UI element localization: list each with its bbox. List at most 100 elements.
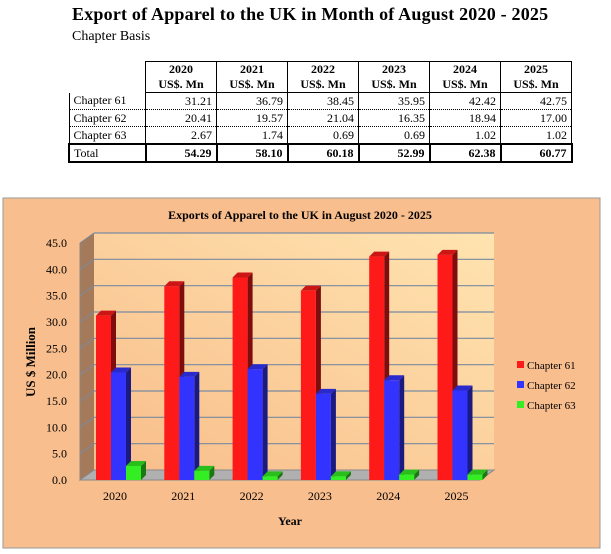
table-row: Total 54.29 58.10 60.18 52.99 62.38 60.77: [68, 143, 573, 163]
gridline-side: [79, 390, 95, 402]
bar-side: [141, 460, 146, 480]
bar-chapter-63: [399, 474, 415, 480]
page-subtitle: Chapter Basis: [72, 29, 151, 44]
cell-value: 21.04: [287, 109, 359, 127]
column-header-2024: 2024 US$. Mn: [429, 61, 501, 93]
cell-value: 17.00: [500, 109, 572, 127]
cell-value: 35.95: [358, 92, 430, 110]
legend-swatch: [517, 401, 524, 408]
bar-top: [126, 460, 146, 466]
page-title: Export of Apparel to the UK in Month of …: [72, 4, 549, 24]
legend-label: Chapter 63: [527, 400, 576, 412]
cell-value: 1.74: [216, 126, 288, 145]
bar-chapter-61: [164, 286, 180, 480]
y-axis-title: US $ Million: [23, 326, 38, 397]
bar-top: [452, 385, 473, 391]
legend-label: Chapter 61: [527, 360, 576, 372]
bar-side: [126, 367, 131, 480]
bar-top: [315, 388, 336, 394]
y-tick-label: 0.0: [52, 473, 67, 487]
x-tick-label: 2022: [240, 489, 264, 503]
y-tick-label: 35.0: [46, 289, 67, 303]
x-tick-label: 2020: [103, 489, 127, 503]
cell-value: 0.69: [287, 126, 359, 145]
bar-chapter-62: [452, 390, 468, 480]
bar-top: [164, 281, 185, 287]
bar-top: [262, 471, 283, 477]
bar-chart: Exports of Apparel to the UK in August 2…: [2, 197, 601, 549]
side-wall: [80, 233, 94, 480]
x-tick-label: 2023: [308, 489, 332, 503]
bar-top: [111, 367, 131, 373]
x-tick-label: 2024: [376, 489, 400, 503]
gridline-side: [79, 258, 95, 270]
table-row: Chapter 63 2.67 1.74 0.69 0.69 1.02 1.02: [68, 126, 572, 145]
gridline-side: [79, 443, 95, 455]
y-tick-label: 20.0: [46, 368, 67, 382]
bar-chapter-61: [369, 256, 385, 480]
y-tick-label: 10.0: [46, 420, 67, 434]
gridline-side: [79, 311, 95, 323]
blank-header: [69, 62, 146, 93]
bar-chapter-61: [232, 277, 248, 480]
y-tick-label: 45.0: [46, 236, 67, 250]
cell-value: 58.10: [215, 143, 289, 163]
cell-value: 1.02: [429, 126, 501, 145]
bar-top: [194, 465, 215, 471]
gridline-side: [79, 416, 95, 428]
row-label: Chapter 63: [68, 126, 146, 145]
bar-top: [369, 251, 390, 257]
bar-top: [437, 249, 458, 255]
bar-side: [467, 385, 473, 480]
chart-title: Exports of Apparel to the UK in August 2…: [168, 208, 432, 222]
row-label: Total: [68, 143, 147, 163]
cell-value: 16.35: [358, 109, 430, 127]
y-tick-label: 5.0: [52, 447, 67, 461]
y-tick-label: 25.0: [46, 341, 67, 355]
bar-top: [96, 310, 116, 316]
row-label: Chapter 61: [68, 92, 146, 110]
gridline-side: [79, 364, 95, 376]
bar-chapter-63: [194, 470, 210, 480]
legend-label: Chapter 62: [527, 380, 576, 392]
legend-swatch: [517, 361, 524, 368]
bar-top: [300, 285, 321, 291]
export-table: 2020 US$. Mn 2021 US$. Mn 2022 US$. Mn 2023 US$…: [68, 61, 573, 163]
bar-side: [345, 471, 351, 480]
back-wall: [94, 233, 494, 470]
bar-side: [209, 465, 215, 480]
bar-chapter-62: [315, 393, 331, 480]
cell-value: 42.75: [500, 92, 572, 110]
bar-chapter-62: [179, 376, 195, 480]
bar-side: [262, 364, 268, 480]
bar-chapter-62: [111, 372, 126, 480]
cell-value: 0.69: [358, 126, 430, 145]
cell-value: 60.18: [286, 143, 360, 163]
cell-value: 54.29: [144, 143, 218, 163]
bar-side: [482, 469, 488, 480]
bar-side: [194, 371, 200, 480]
x-tick-label: 2025: [445, 489, 469, 503]
cell-value: 42.42: [429, 92, 501, 110]
bar-side: [399, 375, 405, 480]
bar-side: [330, 388, 336, 480]
table-row: Chapter 61 31.21 36.79 38.45 35.95 42.42 42.75: [68, 92, 572, 110]
x-axis-title: Year: [278, 514, 303, 528]
bar-chapter-63: [262, 476, 278, 480]
y-tick-label: 40.0: [46, 262, 67, 276]
gridline-side: [79, 285, 95, 297]
x-tick-label: 2021: [171, 489, 195, 503]
column-header-2021: 2021 US$. Mn: [216, 61, 288, 93]
legend-swatch: [517, 381, 524, 388]
bar-top: [399, 469, 420, 475]
y-tick-label: 30.0: [46, 315, 67, 329]
bar-side: [277, 471, 283, 480]
column-header-2020: 2020 US$. Mn: [145, 61, 217, 93]
cell-value: 31.21: [145, 92, 217, 110]
cell-value: 20.41: [145, 109, 217, 127]
cell-value: 1.02: [500, 126, 572, 145]
bar-chapter-61: [96, 315, 111, 480]
bar-chapter-61: [437, 254, 453, 480]
bar-chapter-63: [467, 474, 483, 480]
cell-value: 52.99: [357, 143, 431, 163]
